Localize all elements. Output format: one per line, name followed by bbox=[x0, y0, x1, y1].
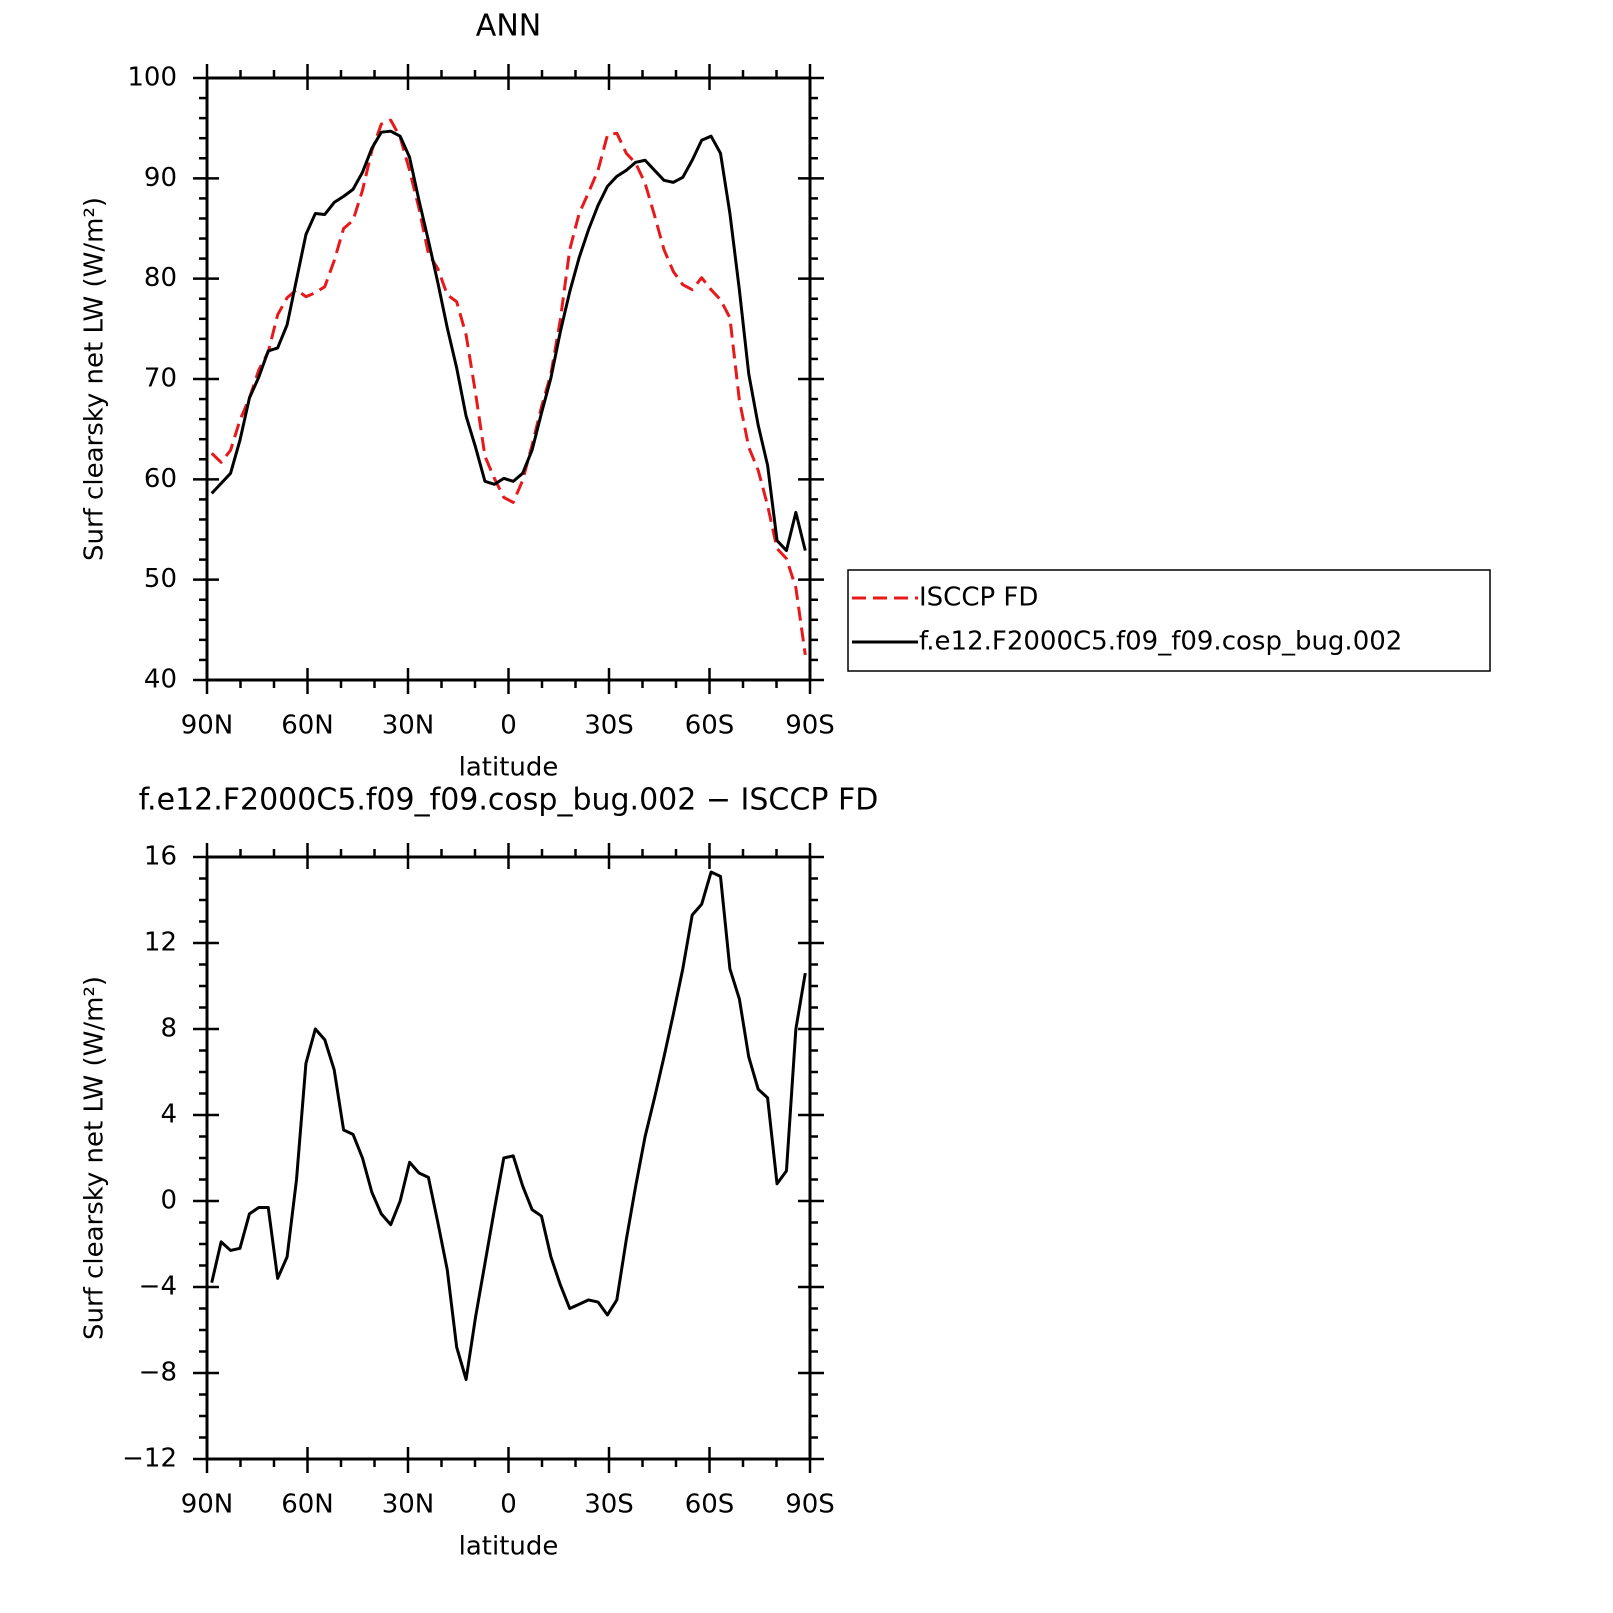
x-tick-label: 60N bbox=[281, 711, 334, 741]
data-line bbox=[210, 870, 807, 1381]
y-tick-label: 90 bbox=[144, 163, 177, 193]
x-tick-label: 0 bbox=[500, 711, 517, 741]
y-axis-label: Surf clearsky net LW (W/m²) bbox=[80, 197, 110, 561]
x-tick-label: 30S bbox=[584, 711, 634, 741]
x-tick-label: 30N bbox=[382, 711, 435, 741]
y-tick-label: −8 bbox=[139, 1358, 177, 1388]
x-tick-label: 0 bbox=[500, 1490, 517, 1520]
legend-label: f.e12.F2000C5.f09_f09.cosp_bug.002 bbox=[919, 627, 1402, 657]
x-axis-label: latitude bbox=[459, 1532, 559, 1562]
panel: ANN latitude Surf clearsky net LW (W/m²) 90… bbox=[80, 9, 1491, 783]
chart-title: ANN bbox=[476, 9, 541, 44]
y-tick-label: 40 bbox=[144, 665, 177, 695]
y-tick-label: 8 bbox=[160, 1014, 177, 1044]
chart-title: f.e12.F2000C5.f09_f09.cosp_bug.002 − ISC… bbox=[139, 783, 879, 818]
y-tick-label: 0 bbox=[160, 1186, 177, 1216]
y-tick-label: 4 bbox=[160, 1100, 177, 1130]
data-line bbox=[210, 129, 807, 553]
x-tick-label: 60S bbox=[685, 1490, 735, 1520]
y-axis-label: Surf clearsky net LW (W/m²) bbox=[80, 976, 110, 1340]
y-tick-label: −12 bbox=[122, 1444, 177, 1474]
x-tick-label: 90N bbox=[181, 711, 234, 741]
y-tick-label: 100 bbox=[127, 63, 177, 93]
x-tick-label: 30N bbox=[382, 1490, 435, 1520]
y-tick-label: 50 bbox=[144, 564, 177, 594]
y-tick-label: −4 bbox=[139, 1272, 177, 1302]
legend-label: ISCCP FD bbox=[919, 583, 1038, 613]
y-tick-label: 80 bbox=[144, 263, 177, 293]
x-axis-label: latitude bbox=[459, 753, 559, 783]
x-tick-label: 30S bbox=[584, 1490, 634, 1520]
x-tick-label: 60N bbox=[281, 1490, 334, 1520]
x-tick-label: 90S bbox=[785, 1490, 835, 1520]
y-tick-label: 16 bbox=[144, 842, 177, 872]
data-line bbox=[210, 118, 807, 656]
y-tick-label: 60 bbox=[144, 464, 177, 494]
x-tick-label: 60S bbox=[685, 711, 735, 741]
plot-frame bbox=[205, 76, 812, 682]
legend-box bbox=[847, 569, 1491, 672]
y-tick-label: 12 bbox=[144, 928, 177, 958]
x-tick-label: 90S bbox=[785, 711, 835, 741]
x-tick-label: 90N bbox=[181, 1490, 234, 1520]
plot-frame bbox=[205, 855, 812, 1461]
panel: f.e12.F2000C5.f09_f09.cosp_bug.002 − ISC… bbox=[80, 783, 879, 1562]
y-tick-label: 70 bbox=[144, 364, 177, 394]
